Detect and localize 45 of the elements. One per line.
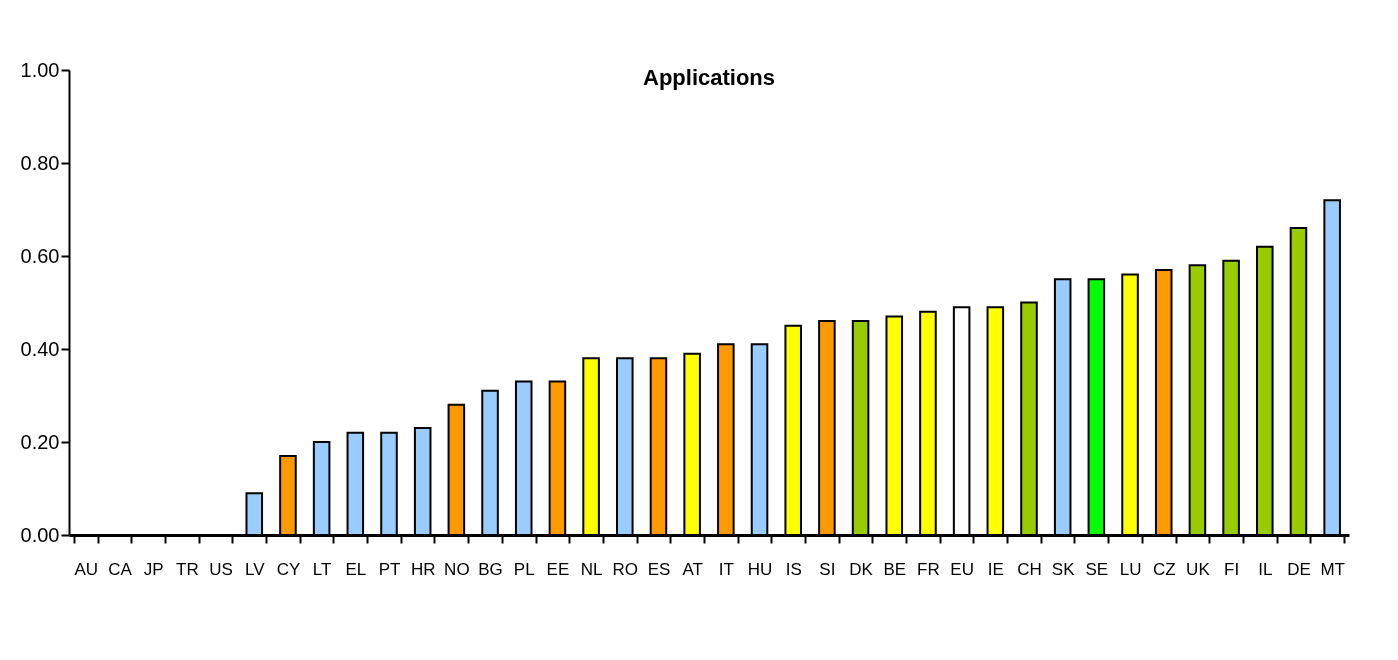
x-tick-label: IS	[785, 559, 802, 579]
x-tick-label: EU	[950, 559, 974, 579]
x-tick-label: UK	[1186, 559, 1211, 579]
x-tick-label: NL	[580, 559, 603, 579]
x-tick-label: PL	[513, 559, 535, 579]
x-tick-label: BE	[883, 559, 907, 579]
y-tick-label: 0.40	[20, 337, 60, 360]
x-tick-label: TR	[176, 559, 199, 579]
x-tick-label: CH	[1017, 559, 1042, 579]
x-tick-label: AU	[74, 559, 99, 579]
x-tick-label: CZ	[1152, 559, 1176, 579]
x-tick-label: JP	[143, 559, 164, 579]
x-tick-label: DE	[1287, 559, 1311, 579]
x-tick-label: FR	[917, 559, 940, 579]
x-tick-label: IT	[718, 559, 734, 579]
x-tick-label: HR	[410, 559, 436, 579]
x-tick-label: BG	[478, 559, 503, 579]
x-tick-label: ES	[647, 559, 671, 579]
x-tick-label: NO	[444, 559, 470, 579]
y-tick-label: 1.00	[20, 58, 60, 81]
x-tick-label: LV	[244, 559, 266, 579]
y-tick-label: 0.00	[20, 523, 60, 546]
x-tick-label: LU	[1119, 559, 1142, 579]
x-tick-label: EE	[546, 559, 570, 579]
y-tick-label: 0.80	[20, 151, 60, 174]
x-tick-label: HU	[747, 559, 773, 579]
x-tick-label: DK	[849, 559, 874, 579]
x-tick-label: US	[209, 559, 233, 579]
x-tick-label: EL	[345, 559, 367, 579]
y-tick-label: 0.20	[20, 430, 60, 453]
x-tick-label: MT	[1320, 559, 1345, 579]
chart-title: Applications	[642, 65, 776, 90]
x-tick-label: IL	[1258, 559, 1273, 579]
x-tick-label: AT	[682, 559, 703, 579]
x-tick-label: PT	[378, 559, 401, 579]
x-tick-label: CY	[276, 559, 301, 579]
x-tick-label: FI	[1224, 559, 1240, 579]
x-tick-label: IE	[987, 559, 1004, 579]
y-tick-label: 0.60	[20, 244, 60, 267]
x-tick-label: LT	[312, 559, 332, 579]
x-tick-label: RO	[612, 559, 639, 579]
x-tick-label: SK	[1051, 559, 1076, 579]
x-tick-label: CA	[108, 559, 133, 579]
x-tick-label: SI	[819, 559, 836, 579]
x-tick-label: SE	[1085, 559, 1109, 579]
